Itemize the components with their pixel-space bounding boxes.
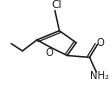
Text: O: O — [96, 38, 104, 48]
Text: Cl: Cl — [52, 0, 62, 10]
Text: O: O — [45, 48, 53, 58]
Text: NH₂: NH₂ — [90, 71, 109, 81]
